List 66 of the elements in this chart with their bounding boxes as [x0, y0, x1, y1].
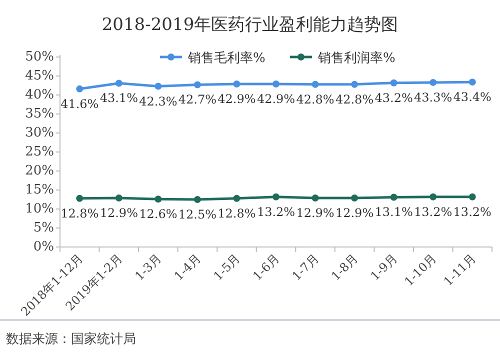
y-tick-label: 45%	[25, 68, 54, 84]
y-tick-label: 15%	[25, 182, 54, 198]
y-tick-label: 25%	[25, 144, 54, 160]
point	[272, 193, 280, 200]
data-label: 12.9%	[335, 206, 374, 220]
point	[312, 194, 319, 202]
x-tick-label: 1-5月	[210, 251, 243, 284]
point	[194, 196, 201, 203]
y-tick-label: 0%	[33, 240, 54, 254]
point	[194, 81, 201, 88]
data-label: 42.8%	[335, 92, 374, 106]
y-tick-label: 30%	[25, 126, 54, 140]
point	[312, 80, 319, 88]
point	[351, 194, 358, 202]
data-label: 12.6%	[139, 207, 178, 222]
data-label: 12.9%	[100, 206, 138, 220]
point	[430, 78, 437, 86]
y-tick-label: 35%	[25, 106, 54, 122]
point	[233, 194, 240, 202]
point	[154, 82, 162, 90]
x-tick-label: 1-4月	[172, 251, 204, 284]
point	[76, 85, 84, 92]
x-tick-label: 1-7月	[289, 251, 322, 284]
point	[390, 79, 398, 86]
y-tick-label: 50%	[25, 50, 54, 64]
legend-label: 销售毛利率%	[187, 50, 266, 66]
y-tick-label: 20%	[25, 164, 54, 178]
point	[390, 194, 398, 201]
data-label: 42.3%	[139, 94, 178, 108]
data-label: 13.2%	[453, 204, 492, 219]
data-label: 12.8%	[60, 206, 99, 220]
point	[272, 80, 280, 88]
point	[154, 196, 162, 203]
point	[468, 78, 476, 86]
legend-label: 销售利润率%	[317, 50, 396, 66]
data-label: 13.1%	[374, 205, 413, 220]
data-label: 12.9%	[296, 206, 334, 220]
data-label: 43.4%	[453, 90, 492, 104]
data-label: 42.8%	[296, 92, 334, 106]
x-tick-label: 1-9月	[368, 251, 400, 284]
x-tick-label: 1-6月	[250, 251, 282, 284]
source-note: 数据来源：国家统计局	[6, 331, 136, 347]
x-tick-label: 1-8月	[328, 251, 361, 284]
data-label: 13.2%	[414, 204, 452, 219]
data-label: 42.9%	[256, 92, 296, 106]
y-tick-label: 5%	[33, 220, 54, 236]
point	[351, 80, 358, 88]
y-tick-label: 10%	[25, 202, 54, 216]
point	[115, 80, 122, 87]
data-label: 43.2%	[374, 90, 413, 105]
x-tick-label: 1-3月	[132, 251, 164, 284]
data-label: 12.8%	[218, 206, 256, 220]
point	[233, 80, 240, 88]
point	[115, 194, 122, 202]
point	[76, 194, 84, 202]
point	[430, 193, 437, 200]
data-label: 12.5%	[178, 208, 217, 222]
data-label: 43.1%	[100, 91, 138, 106]
point	[468, 193, 476, 200]
data-label: 41.6%	[60, 96, 99, 111]
y-tick-label: 40%	[25, 88, 54, 102]
data-label: 42.9%	[218, 92, 256, 106]
data-label: 42.7%	[178, 92, 217, 107]
chart-title: 2018-2019年医药行业盈利能力趋势图	[102, 15, 398, 35]
data-label: 43.3%	[414, 90, 452, 104]
data-label: 13.2%	[256, 204, 296, 219]
